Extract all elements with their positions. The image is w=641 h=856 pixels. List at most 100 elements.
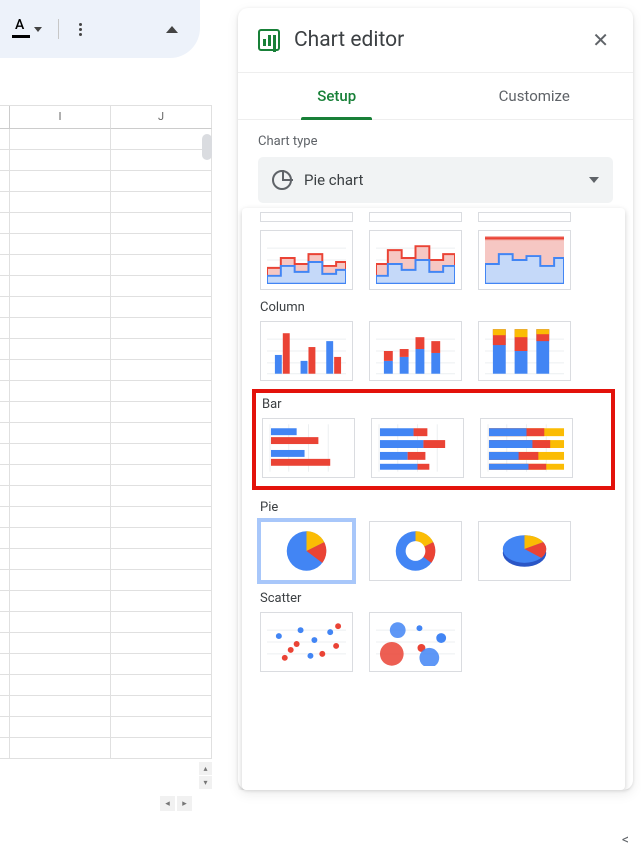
grid-cell[interactable] [111, 444, 212, 465]
grid-row[interactable] [0, 486, 212, 507]
spreadsheet-grid[interactable]: I J ▴ ▾ ◂ ▸ [0, 105, 212, 815]
grid-cell[interactable] [111, 717, 212, 738]
grid-row[interactable] [0, 549, 212, 570]
grid-cell[interactable] [111, 549, 212, 570]
grid-cell[interactable] [10, 360, 111, 381]
grid-row[interactable] [0, 444, 212, 465]
grid-cell[interactable] [10, 255, 111, 276]
grid-row[interactable] [0, 675, 212, 696]
grid-cell[interactable] [0, 381, 10, 402]
grid-cell[interactable] [10, 507, 111, 528]
grid-cell[interactable] [10, 549, 111, 570]
grid-row[interactable] [0, 150, 212, 171]
grid-row[interactable] [0, 507, 212, 528]
grid-row[interactable] [0, 171, 212, 192]
grid-cell[interactable] [0, 213, 10, 234]
grid-cell[interactable] [111, 486, 212, 507]
chart-thumb-column[interactable] [260, 321, 353, 381]
grid-cell[interactable] [111, 213, 212, 234]
grid-row[interactable] [0, 528, 212, 549]
text-color-button[interactable] [12, 20, 42, 38]
grid-cell[interactable] [0, 423, 10, 444]
grid-cell[interactable] [10, 591, 111, 612]
grid-row[interactable] [0, 318, 212, 339]
grid-cell[interactable] [0, 696, 10, 717]
grid-cell[interactable] [111, 675, 212, 696]
chart-thumb-bar-stacked[interactable] [371, 418, 464, 478]
col-header-j[interactable]: J [111, 106, 212, 129]
grid-cell[interactable] [111, 738, 212, 759]
chart-type-select[interactable]: Pie chart [258, 157, 613, 203]
grid-cell[interactable] [0, 591, 10, 612]
grid-cell[interactable] [0, 717, 10, 738]
grid-cell[interactable] [0, 654, 10, 675]
grid-cell[interactable] [10, 570, 111, 591]
grid-cell[interactable] [10, 402, 111, 423]
grid-cell[interactable] [0, 528, 10, 549]
grid-cell[interactable] [0, 255, 10, 276]
grid-cell[interactable] [0, 129, 10, 150]
grid-cell[interactable] [0, 549, 10, 570]
tab-customize[interactable]: Customize [436, 73, 634, 119]
grid-cell[interactable] [0, 402, 10, 423]
grid-cell[interactable] [10, 738, 111, 759]
grid-row[interactable] [0, 570, 212, 591]
grid-cell[interactable] [10, 339, 111, 360]
grid-cell[interactable] [0, 276, 10, 297]
grid-cell[interactable] [10, 234, 111, 255]
grid-cell[interactable] [10, 150, 111, 171]
grid-row[interactable] [0, 633, 212, 654]
grid-cell[interactable] [0, 465, 10, 486]
grid-cell[interactable] [0, 507, 10, 528]
grid-cell[interactable] [10, 276, 111, 297]
grid-row[interactable] [0, 129, 212, 150]
grid-cell[interactable] [0, 150, 10, 171]
grid-cell[interactable] [10, 213, 111, 234]
grid-row[interactable] [0, 717, 212, 738]
grid-cell[interactable] [0, 318, 10, 339]
scroll-down-button[interactable]: ▾ [199, 776, 212, 789]
grid-cell[interactable] [111, 696, 212, 717]
grid-cell[interactable] [0, 486, 10, 507]
side-panel-collapse-button[interactable]: < [622, 832, 629, 848]
grid-cell[interactable] [111, 654, 212, 675]
grid-cell[interactable] [111, 528, 212, 549]
chart-thumb-stepped-area-stacked[interactable] [369, 230, 462, 290]
grid-cell[interactable] [111, 276, 212, 297]
grid-cell[interactable] [0, 612, 10, 633]
grid-cell[interactable] [0, 570, 10, 591]
grid-cell[interactable] [0, 339, 10, 360]
grid-cell[interactable] [10, 612, 111, 633]
grid-row[interactable] [0, 612, 212, 633]
chart-type-dropdown[interactable]: Column [242, 208, 625, 790]
grid-row[interactable] [0, 738, 212, 759]
grid-cell[interactable] [0, 738, 10, 759]
grid-cell[interactable] [111, 591, 212, 612]
grid-cell[interactable] [10, 297, 111, 318]
col-header-i[interactable]: I [10, 106, 111, 129]
grid-cell[interactable] [0, 297, 10, 318]
grid-cell[interactable] [111, 507, 212, 528]
close-button[interactable]: ✕ [588, 24, 613, 56]
grid-row[interactable] [0, 234, 212, 255]
grid-cell[interactable] [0, 633, 10, 654]
chart-thumb[interactable] [260, 212, 353, 222]
grid-cell[interactable] [10, 633, 111, 654]
col-header[interactable] [0, 106, 10, 129]
chart-thumb-scatter[interactable] [260, 612, 353, 672]
grid-cell[interactable] [111, 381, 212, 402]
grid-cell[interactable] [10, 696, 111, 717]
scroll-left-button[interactable]: ◂ [160, 796, 175, 811]
chart-thumb[interactable] [369, 212, 462, 222]
grid-row[interactable] [0, 192, 212, 213]
grid-row[interactable] [0, 360, 212, 381]
grid-cell[interactable] [111, 171, 212, 192]
grid-cell[interactable] [0, 171, 10, 192]
grid-cell[interactable] [111, 339, 212, 360]
grid-row[interactable] [0, 654, 212, 675]
vertical-scrollbar-thumb[interactable] [202, 134, 212, 160]
grid-row[interactable] [0, 696, 212, 717]
scroll-right-button[interactable]: ▸ [177, 796, 192, 811]
grid-cell[interactable] [10, 423, 111, 444]
grid-cell[interactable] [111, 318, 212, 339]
